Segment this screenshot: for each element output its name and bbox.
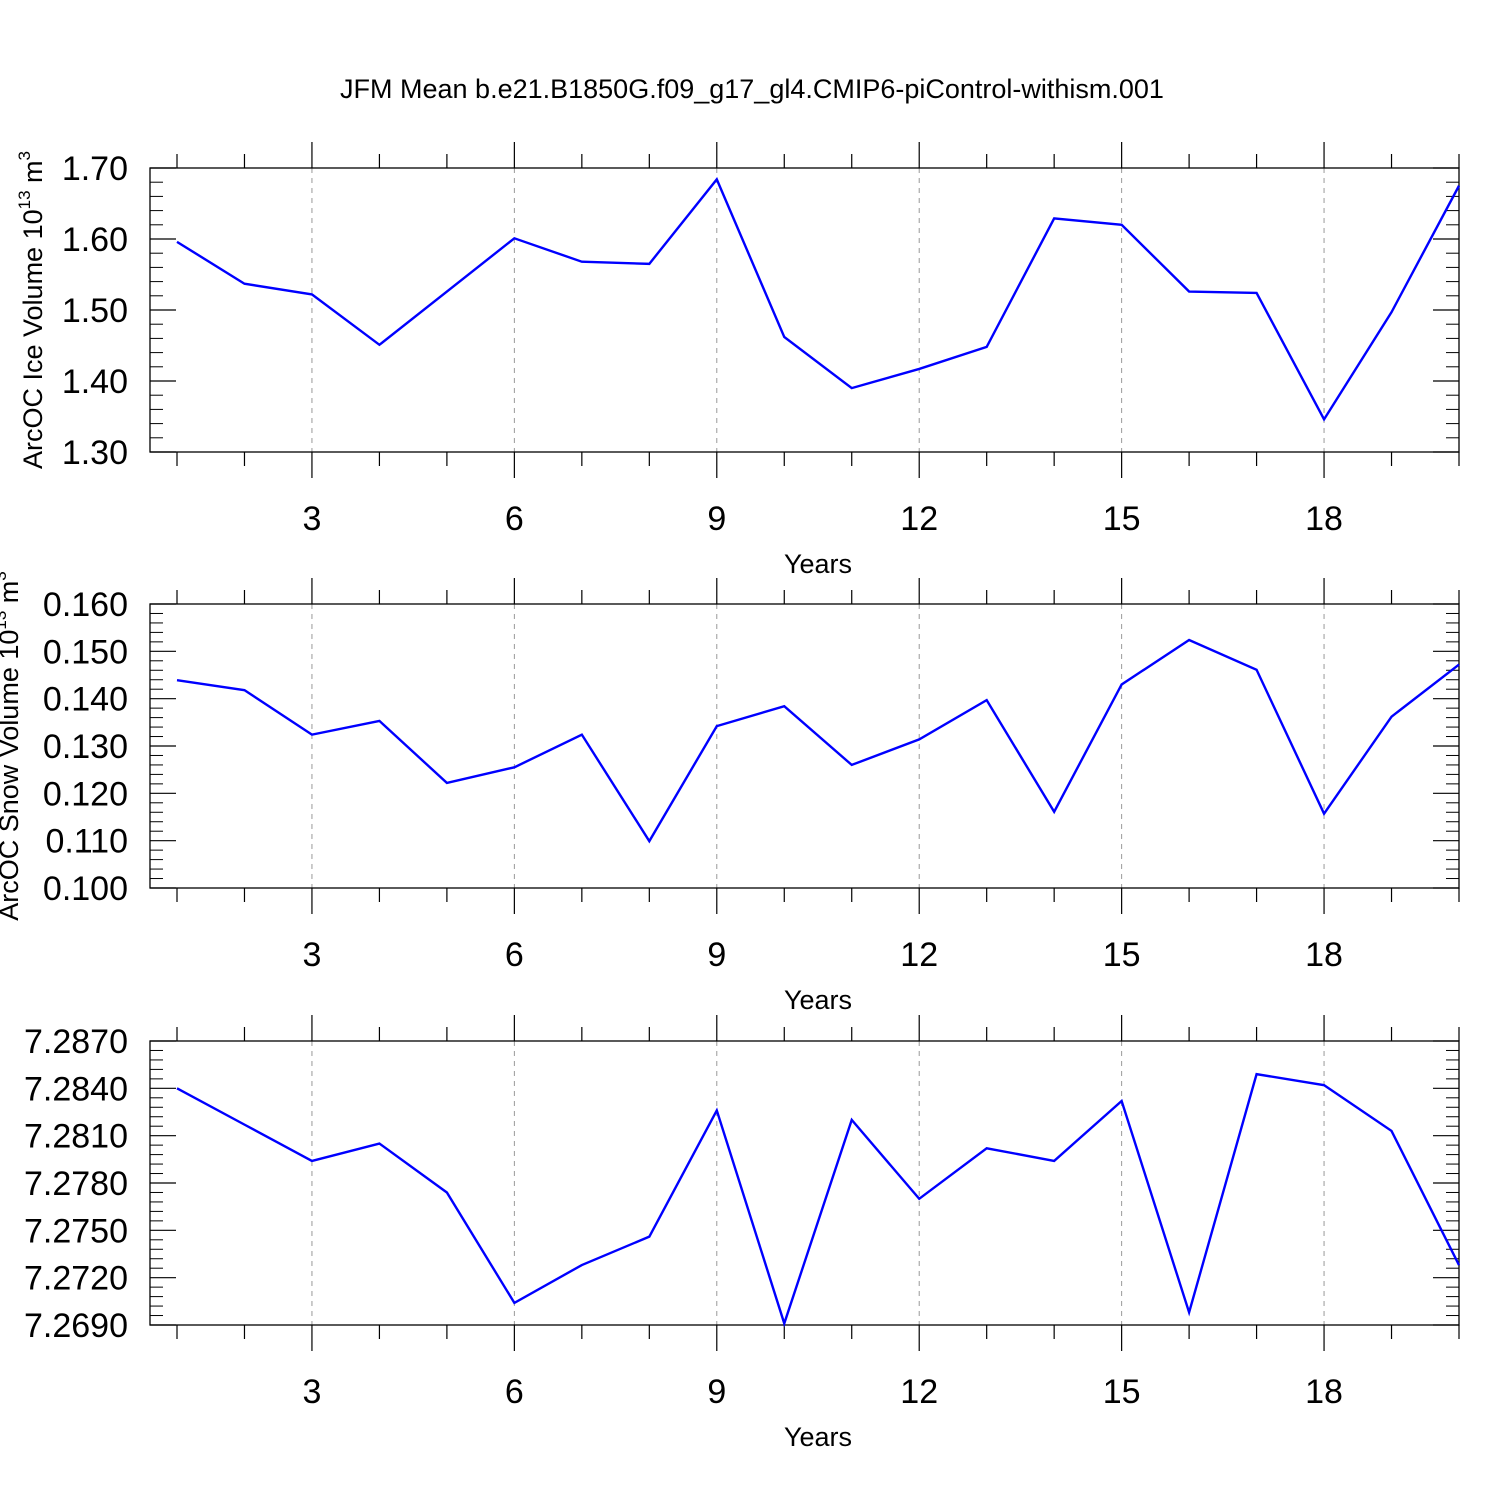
x-tick-label: 6: [505, 936, 524, 974]
y-tick-label: 7.2780: [24, 1165, 128, 1203]
x-tick-label: 18: [1305, 1373, 1343, 1411]
series-line-1: [176, 1072, 1461, 1328]
x-tick-label: 9: [707, 936, 726, 974]
x-tick-label: 18: [1305, 936, 1343, 974]
chart-panel-2: 3 6 9 12 15 18 0.100 0.110 0.120 0.130 0.140 0.150 0…: [0, 571, 1460, 1015]
x-axis-label: Years: [784, 985, 852, 1015]
x-tick-label: 12: [900, 1373, 938, 1411]
y-tick-label: 7.2840: [24, 1070, 128, 1108]
y-tick-label: 0.160: [43, 586, 128, 624]
x-tick-label: 6: [505, 1373, 524, 1411]
y-tick-label: 1.70: [62, 150, 128, 188]
y-tick-label: 0.130: [43, 728, 128, 766]
x-tick-label: 3: [302, 936, 321, 974]
y-tick-label: 0.140: [43, 681, 128, 719]
y-tick-label: 1.30: [62, 434, 128, 472]
y-tick-label: 7.2810: [24, 1118, 128, 1156]
chart-panel-1: 3 6 9 12 15 18 1.30 1.40 1.50 1.60 1.70 Years ArcOC …: [15, 142, 1461, 579]
x-tick-label: 12: [900, 500, 938, 538]
chart-panel-3: 3 6 9 12 15 18 7.2690 7.2720 7.2750 7.2780 7.2810 7…: [24, 1015, 1461, 1452]
y-tick-label: 7.2870: [24, 1023, 128, 1061]
series-line-1: [176, 177, 1461, 422]
y-tick-label: 1.50: [62, 292, 128, 330]
x-tick-label: 9: [707, 500, 726, 538]
x-tick-label: 15: [1103, 500, 1141, 538]
x-axis-label: Years: [784, 1422, 852, 1452]
x-tick-label: 9: [707, 1373, 726, 1411]
x-tick-label: 3: [302, 1373, 321, 1411]
x-tick-label: 3: [302, 500, 321, 538]
y-axis-label: ArcOC Snow Volume 1013 m3: [0, 571, 24, 921]
series-line-1: [176, 638, 1460, 844]
panels: 3 6 9 12 15 18 1.30 1.40 1.50 1.60 1.70 Years ArcOC …: [0, 142, 1461, 1452]
y-tick-label: 1.60: [62, 221, 128, 259]
figure-title: JFM Mean b.e21.B1850G.f09_g17_gl4.CMIP6-…: [340, 74, 1164, 104]
y-tick-label: 0.100: [43, 870, 128, 908]
x-tick-label: 6: [505, 500, 524, 538]
x-tick-label: 12: [900, 936, 938, 974]
y-tick-label: 7.2720: [24, 1260, 128, 1298]
y-tick-label: 0.110: [45, 823, 128, 861]
y-tick-label: 7.2690: [24, 1307, 128, 1345]
x-axis-label: Years: [784, 549, 852, 579]
y-tick-label: 1.40: [62, 363, 128, 401]
y-tick-label: 0.120: [43, 775, 128, 813]
x-tick-label: 15: [1103, 936, 1141, 974]
y-tick-label: 7.2750: [24, 1212, 128, 1250]
y-tick-label: 0.150: [43, 633, 128, 671]
x-tick-label: 18: [1305, 500, 1343, 538]
y-axis-label: ArcOC Ice Volume 1013 m3: [15, 151, 48, 469]
x-tick-label: 15: [1103, 1373, 1141, 1411]
